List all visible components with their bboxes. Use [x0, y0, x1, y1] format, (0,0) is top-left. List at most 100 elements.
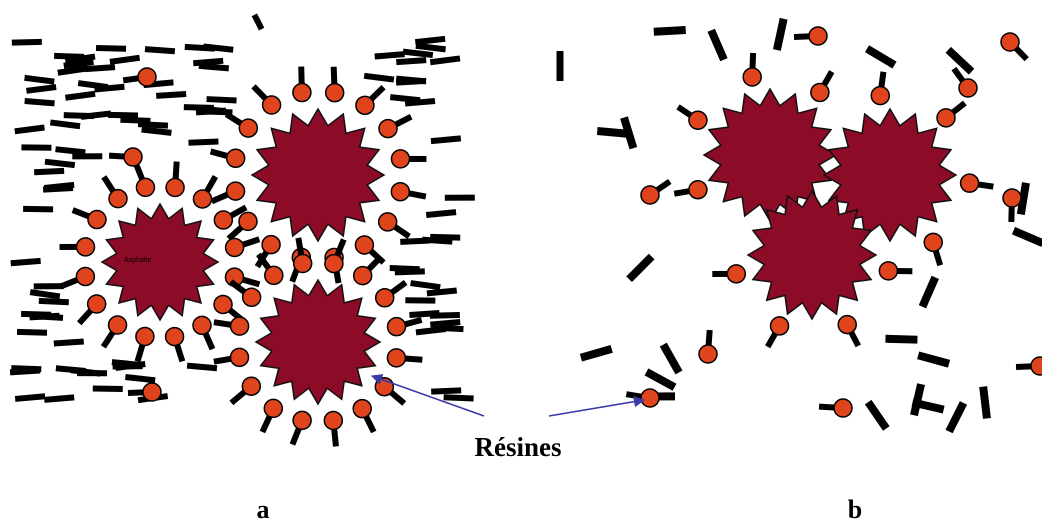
- maltene: [867, 49, 894, 65]
- maltene: [125, 377, 155, 380]
- maltene: [93, 388, 123, 389]
- resin: [79, 295, 105, 323]
- maltene: [663, 345, 679, 373]
- resin-head: [77, 238, 95, 256]
- resin-head: [294, 254, 312, 272]
- resin-head: [88, 211, 106, 229]
- resin-head: [264, 399, 282, 417]
- maltene: [17, 332, 47, 333]
- resin: [871, 72, 889, 105]
- resin: [794, 27, 827, 45]
- maltene: [120, 120, 150, 121]
- maltene: [55, 149, 85, 152]
- maltene: [207, 99, 237, 100]
- maltene: [646, 372, 674, 387]
- resin-head: [838, 316, 856, 334]
- resin: [193, 176, 215, 208]
- arrow: [549, 400, 644, 416]
- resin-head: [388, 318, 406, 336]
- maltene: [948, 50, 971, 72]
- resin-head: [355, 236, 373, 254]
- maltene: [430, 58, 460, 62]
- maltene: [30, 292, 60, 296]
- resin: [379, 117, 411, 138]
- resins-label: Résines: [475, 432, 562, 462]
- maltene: [34, 171, 64, 172]
- resin: [924, 233, 942, 265]
- maltene: [65, 94, 95, 98]
- asphaltene: [256, 280, 380, 404]
- resin: [376, 282, 406, 306]
- maltene: [430, 315, 460, 316]
- resin-head: [353, 400, 371, 418]
- resin-head: [239, 119, 257, 137]
- resin: [743, 53, 761, 86]
- maltene: [108, 115, 138, 116]
- resin: [214, 348, 249, 366]
- resin: [674, 181, 707, 199]
- maltene: [58, 68, 88, 72]
- maltene: [25, 101, 55, 103]
- maltene: [396, 60, 426, 62]
- maltene: [416, 46, 446, 50]
- resin-head: [1003, 189, 1021, 207]
- resin-head: [379, 120, 397, 138]
- resin: [226, 114, 257, 137]
- maltene: [110, 58, 140, 62]
- resin: [292, 411, 311, 444]
- resin-head: [230, 348, 248, 366]
- maltene: [11, 368, 41, 369]
- resin: [678, 107, 707, 129]
- resin: [136, 163, 155, 196]
- resin-head: [689, 181, 707, 199]
- resin-head: [263, 96, 281, 114]
- resin-head: [376, 289, 394, 307]
- resin: [1001, 33, 1027, 59]
- maltene: [50, 122, 80, 126]
- resin-head: [143, 383, 161, 401]
- resin: [768, 317, 789, 347]
- resin-head: [379, 213, 397, 231]
- resin-head: [324, 412, 342, 430]
- maltene: [23, 209, 53, 210]
- resin: [214, 317, 249, 335]
- resin-head: [138, 68, 156, 86]
- maltene: [777, 19, 784, 50]
- resin: [961, 174, 994, 192]
- resin: [262, 399, 282, 432]
- resin-head: [243, 288, 261, 306]
- resin-head: [1001, 33, 1019, 51]
- maltene: [1013, 231, 1042, 244]
- maltene: [431, 390, 461, 391]
- resin: [136, 327, 154, 361]
- resin-head: [227, 182, 245, 200]
- maltene: [395, 271, 425, 272]
- resin-head: [214, 211, 232, 229]
- maltene: [30, 316, 60, 318]
- resin: [712, 265, 745, 283]
- resin-head: [293, 411, 311, 429]
- resin-head: [689, 111, 707, 129]
- resin: [354, 257, 381, 285]
- resin: [937, 103, 965, 127]
- resin-head: [166, 179, 184, 197]
- maltene: [45, 162, 75, 165]
- resin: [838, 316, 858, 346]
- maltene: [15, 396, 45, 399]
- maltene: [39, 301, 69, 302]
- resin-head: [811, 83, 829, 101]
- resin: [104, 177, 127, 208]
- maltene: [581, 349, 612, 358]
- resin-head: [293, 84, 311, 102]
- asphaltene: [102, 204, 218, 320]
- maltene: [85, 67, 115, 69]
- resin-head: [109, 316, 127, 334]
- resin-head: [771, 317, 789, 335]
- maltene: [199, 66, 229, 68]
- resin-head: [391, 183, 409, 201]
- maltene: [142, 129, 172, 132]
- resin: [293, 67, 311, 102]
- resin: [166, 162, 184, 197]
- maltene: [25, 78, 55, 82]
- resin: [641, 181, 670, 204]
